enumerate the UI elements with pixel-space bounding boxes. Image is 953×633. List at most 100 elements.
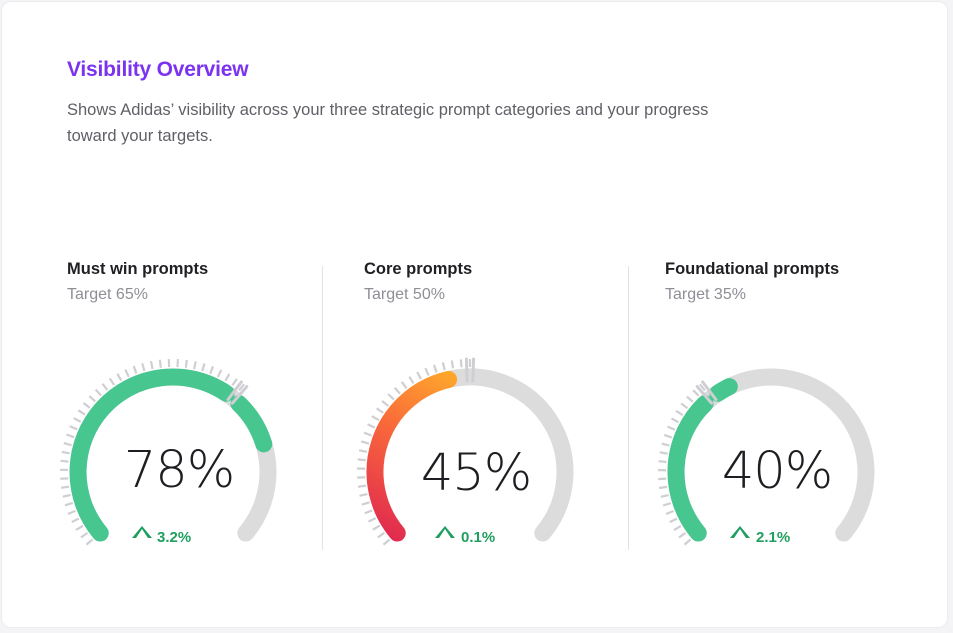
gauge-delta: 0.1% xyxy=(435,526,495,546)
gauge-value: 40% xyxy=(722,442,832,501)
gauge-tick xyxy=(108,377,116,386)
gauge-tick xyxy=(82,402,91,409)
gauge-tick xyxy=(60,459,69,463)
gauge-tick xyxy=(459,359,463,368)
gauge-tick xyxy=(124,369,130,378)
gauge-tick xyxy=(64,501,74,507)
gauge-target-label: Target 50% xyxy=(364,286,445,303)
gauge-target-marker xyxy=(226,380,243,402)
gauge-tick xyxy=(71,517,80,524)
gauge-tick xyxy=(75,524,84,531)
gauge-value: 45% xyxy=(421,444,531,503)
gauge-target-marker xyxy=(471,357,476,383)
gauge-tick xyxy=(63,442,72,447)
gauge-tick xyxy=(450,360,455,369)
gauge-tick xyxy=(69,425,78,431)
gauge-title: Core prompts xyxy=(364,260,473,278)
gauge-tick-marks xyxy=(59,359,245,546)
gauge-tick xyxy=(665,509,674,515)
gauge-tick xyxy=(193,361,197,370)
gauge-tick xyxy=(393,387,401,395)
gauge-tick xyxy=(686,395,694,403)
gauge-panel-core: Core prompts Target 50% 45% 0.1% xyxy=(357,260,664,560)
gauge-tick xyxy=(382,538,391,546)
gauge-target-marker xyxy=(695,384,714,405)
gauge-tick xyxy=(432,364,438,373)
gauge-tick xyxy=(680,402,689,410)
trend-up-icon xyxy=(435,526,455,538)
gauge-value: 78% xyxy=(124,441,234,500)
gauge-tick xyxy=(61,450,70,455)
gauge-target-label: Target 35% xyxy=(665,286,746,303)
trend-up-icon xyxy=(730,526,750,538)
gauge-tick xyxy=(667,425,676,431)
gauge-delta-value: 3.2% xyxy=(157,529,191,546)
gauge-tick xyxy=(73,417,82,423)
gauge-tick xyxy=(88,395,96,403)
gauge-tick xyxy=(661,442,670,447)
gauge-tick xyxy=(184,359,188,368)
gauge-title: Foundational prompts xyxy=(665,260,840,278)
gauge-tick xyxy=(101,383,109,391)
gauge-panel-must-win: Must win prompts Target 65% 78% 3.2% xyxy=(59,260,367,560)
gauge-target-marker xyxy=(464,357,469,383)
gauge-value-arc xyxy=(69,368,273,542)
gauge-tick xyxy=(678,532,687,539)
gauge-tick xyxy=(80,531,89,539)
gauge-tick xyxy=(368,517,377,523)
gauge-delta: 3.2% xyxy=(132,526,191,546)
gauge-tick xyxy=(408,376,415,385)
gauge-tick xyxy=(699,383,706,392)
panel-divider xyxy=(628,266,629,550)
gauge-tick xyxy=(66,433,75,439)
gauge-tick xyxy=(658,460,667,464)
gauge-track xyxy=(444,368,574,542)
gauge-tick xyxy=(201,363,206,372)
gauge-target-marker xyxy=(701,380,718,402)
gauge-tick xyxy=(670,417,680,424)
gauge-tick xyxy=(94,388,102,397)
gauge-chart-foundational: 40% 2.1% xyxy=(658,368,875,546)
gauge-target-marker xyxy=(230,384,249,405)
gauge-chart-core: 45% 0.1% xyxy=(357,357,574,546)
gauge-tick xyxy=(364,509,373,515)
gauge-tick xyxy=(360,440,370,445)
gauge-tick xyxy=(132,365,138,374)
gauge-tick xyxy=(673,524,682,531)
gauge-tick xyxy=(361,501,370,506)
gauge-chart-must-win: 78% 3.2% xyxy=(59,359,277,546)
gauge-tick xyxy=(367,423,376,429)
gauge-panel-foundational: Foundational prompts Target 35% 40% 2.1% xyxy=(658,260,953,560)
gauge-tick xyxy=(77,409,86,416)
gauge-target-label: Target 65% xyxy=(67,286,148,303)
page-description: Shows Adidas’ visibility across your thr… xyxy=(67,101,709,145)
gauge-value-arc xyxy=(366,370,458,542)
gauge-tick xyxy=(675,409,684,417)
gauge-tick xyxy=(683,538,692,546)
gauge-tick xyxy=(363,431,372,437)
gauge-tick xyxy=(377,531,386,539)
gauge-tick xyxy=(238,383,245,392)
gauge-title: Must win prompts xyxy=(67,260,209,278)
gauge-delta: 2.1% xyxy=(730,526,790,546)
gauge-tick xyxy=(424,367,430,376)
gauge-delta-value: 2.1% xyxy=(756,529,790,546)
gauge-tick xyxy=(692,389,700,397)
gauge-tick xyxy=(663,433,673,439)
gauge-tick xyxy=(387,393,395,401)
gauge-tick xyxy=(62,493,71,498)
gauge-tick xyxy=(359,493,368,497)
gauge-tick xyxy=(660,494,669,498)
gauge-tick xyxy=(400,381,408,389)
page-title: Visibility Overview xyxy=(67,58,249,81)
gauge-tick-marks xyxy=(357,359,472,546)
gauge-tick xyxy=(224,373,231,382)
gauge-tick xyxy=(231,378,238,387)
gauge-tick xyxy=(376,407,384,414)
gauge-tick xyxy=(357,484,367,488)
gauge-tick xyxy=(416,371,422,380)
gauge-tick xyxy=(116,373,123,382)
gauge-tick xyxy=(662,502,672,507)
gauge-tick xyxy=(149,360,154,370)
